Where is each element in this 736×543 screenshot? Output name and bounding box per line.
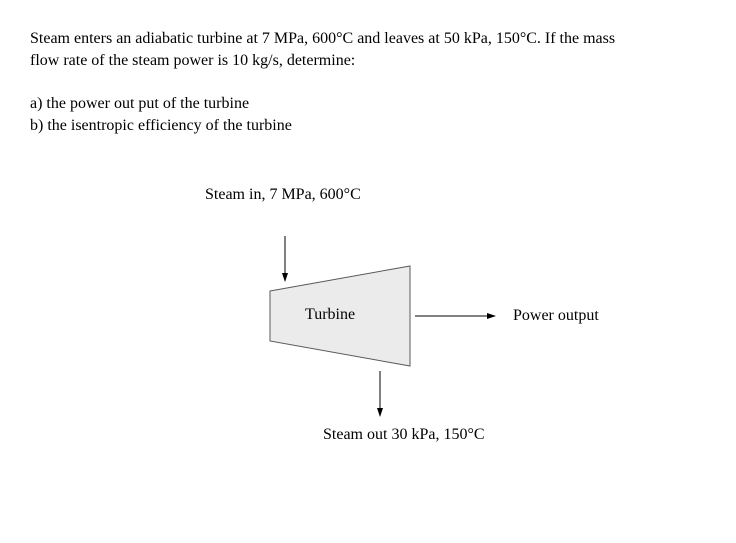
power-output-label: Power output	[513, 307, 599, 325]
diagram-svg	[205, 186, 625, 466]
problem-line-1: Steam enters an adiabatic turbine at 7 M…	[30, 30, 615, 47]
problem-line-2: flow rate of the steam power is 10 kg/s,…	[30, 52, 355, 69]
problem-statement: Steam enters an adiabatic turbine at 7 M…	[30, 28, 706, 71]
turbine-diagram: Steam in, 7 MPa, 600°C Turbine Power out…	[205, 186, 625, 466]
problem-parts: a) the power out put of the turbine b) t…	[30, 93, 706, 136]
outlet-label: Steam out 30 kPa, 150°C	[323, 426, 485, 444]
part-a: a) the power out put of the turbine	[30, 93, 706, 115]
inlet-label: Steam in, 7 MPa, 600°C	[205, 186, 361, 204]
part-b: b) the isentropic efficiency of the turb…	[30, 115, 706, 137]
turbine-label: Turbine	[305, 306, 355, 324]
